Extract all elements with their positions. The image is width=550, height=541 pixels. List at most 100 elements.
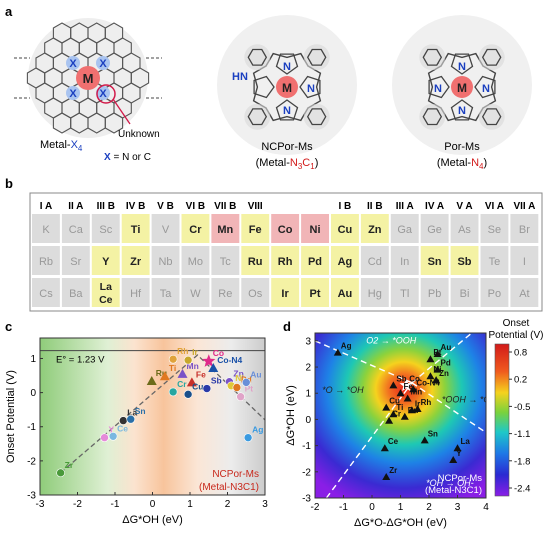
point-label: Co-N4 [217, 355, 242, 365]
point-label: Ag [252, 425, 263, 435]
panel-c-plot-area [40, 338, 265, 495]
element-cell [390, 214, 419, 243]
data-point [177, 368, 188, 378]
element-cell [510, 278, 539, 307]
element-symbol: Bi [460, 288, 470, 300]
y-axis-label: Onset Potential (V) [5, 370, 17, 463]
x-tick-label: 0 [150, 499, 156, 510]
element-cell [32, 278, 60, 307]
element-symbol: Ti [131, 224, 141, 236]
panel-d-annotation: NCPor-Ms [438, 473, 483, 484]
pyrrole-ring [450, 53, 474, 75]
data-point [56, 468, 65, 478]
x-tick-label: 3 [262, 499, 268, 510]
element-symbol: Ir [281, 288, 289, 300]
element-symbol: W [190, 288, 201, 300]
colorbar-tick-label: 0.8 [514, 348, 527, 359]
phenyl-halo [478, 103, 505, 130]
y-tick-label: 2 [305, 363, 311, 374]
phenyl-ring [306, 108, 327, 126]
equilibrium-label: E° = 1.23 V [56, 355, 105, 366]
group-header: I B [339, 201, 352, 212]
panel-d-heatmap [315, 333, 486, 498]
element-cell [360, 214, 389, 243]
element-symbol: As [458, 224, 471, 236]
point-label: Ir [415, 399, 420, 408]
data-point [400, 412, 409, 420]
element-symbol: Te [489, 256, 501, 268]
element-symbol: Po [488, 288, 501, 300]
ncpor-n: N [283, 105, 291, 117]
element-symbol: Sc [99, 224, 112, 236]
data-point [380, 444, 389, 452]
point-label: Pd [441, 359, 451, 368]
element-symbol: Ni [310, 224, 321, 236]
region-boundary [411, 382, 486, 434]
element-cell [61, 278, 90, 307]
panel-c-annotation: NCPor-Ms [212, 469, 259, 480]
point-label: Sn [428, 429, 438, 438]
group-header: III B [97, 201, 115, 212]
element-cell [241, 278, 270, 307]
element-symbol: K [42, 224, 50, 236]
group-header: I A [40, 201, 52, 212]
data-point [453, 444, 462, 452]
data-point [413, 404, 422, 412]
point-label: Zr [65, 460, 74, 470]
struct-ncpor: M N N N HN NCPor-Ms (Metal-N3C1) [217, 15, 357, 171]
point-label: Au [250, 369, 261, 379]
element-cell [301, 214, 329, 243]
element-cell [91, 278, 120, 307]
element-symbol: Pb [428, 288, 441, 300]
ncpor-n: N [307, 83, 315, 95]
colorbar-tick-label: -1.1 [514, 429, 530, 440]
data-point [399, 378, 413, 391]
pyrrole-ring [275, 53, 299, 75]
y-tick-label: 3 [305, 336, 311, 347]
element-symbol: Mn [217, 224, 233, 236]
element-cell [91, 246, 120, 275]
element-cell [301, 278, 329, 307]
data-point [382, 403, 391, 411]
data-point [236, 392, 245, 402]
y-tick-label: -1 [302, 441, 311, 452]
element-cell [241, 246, 270, 275]
point-label: Zr [389, 466, 397, 475]
element-symbol: Rb [39, 256, 53, 268]
panel-a-letter: a [5, 4, 13, 19]
element-cell [241, 214, 270, 243]
phenyl-ring [422, 108, 443, 126]
pyrrole-ring [474, 75, 496, 99]
data-point [118, 416, 128, 425]
point-label: Ce [117, 423, 128, 433]
struct3-title: Por-Ms [444, 141, 480, 153]
element-symbol: La [100, 281, 112, 293]
y-tick-label: 1 [30, 354, 36, 365]
element-symbol: Br [519, 224, 530, 236]
element-symbol: Cd [368, 256, 382, 268]
region-boundary [325, 382, 413, 498]
data-point [232, 383, 242, 392]
element-cell [271, 246, 300, 275]
panel-c-letter: c [5, 319, 12, 334]
data-point [403, 394, 412, 402]
panel-d-marks: O2 → *OOH*O → *OH*OOH → *O*OH → OH-AgPtA… [315, 333, 486, 498]
data-point [389, 381, 398, 389]
element-cell [450, 214, 479, 243]
element-cell [91, 214, 120, 243]
x-tick-label: -2 [311, 502, 320, 513]
group-header: II B [367, 201, 383, 212]
element-symbol: In [400, 256, 409, 268]
region-boundary [411, 333, 473, 384]
point-label: Co-N4 [416, 378, 440, 387]
y-tick-label: 0 [305, 415, 311, 426]
element-symbol: Mo [188, 256, 203, 268]
region-boundary [315, 340, 413, 384]
group-header: VIII [248, 201, 263, 212]
data-point [396, 389, 405, 397]
element-symbol: Cr [189, 224, 202, 236]
element-cell [211, 278, 240, 307]
por-n: N [482, 83, 490, 95]
